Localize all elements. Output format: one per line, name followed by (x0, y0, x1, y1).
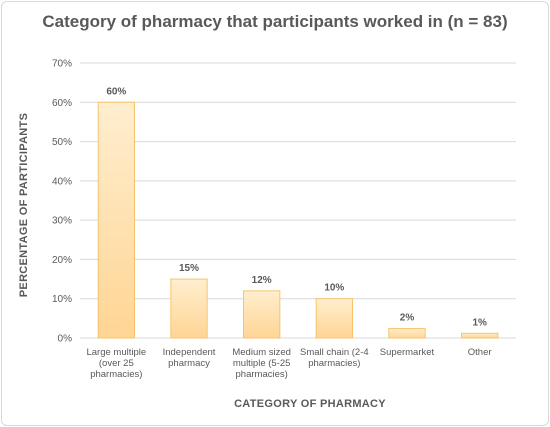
x-tick-label: Small chain (2-4 pharmacies) (300, 347, 369, 369)
y-tick-label: 0% (58, 334, 73, 345)
y-tick-label: 70% (52, 59, 72, 70)
data-label: 1% (472, 317, 487, 328)
data-label: 60% (106, 86, 126, 97)
chart-title: Category of pharmacy that participants w… (42, 12, 508, 31)
y-tick-label: 40% (52, 176, 72, 187)
y-tick-label: 60% (52, 98, 72, 109)
y-tick-label: 30% (52, 216, 72, 227)
x-tick-label: Supermarket (380, 347, 435, 358)
bar (97, 101, 135, 339)
x-axis-label: CATEGORY OF PHARMACY (234, 398, 386, 410)
data-label: 12% (252, 275, 272, 286)
y-tick-label: 50% (52, 137, 72, 148)
x-tick-label: Other (468, 347, 492, 358)
x-tick-label: Independent pharmacy (163, 347, 216, 369)
bar (461, 332, 499, 339)
bar (170, 278, 208, 339)
bar (243, 290, 281, 339)
x-tick-label: Large multiple (over 25 pharmacies) (86, 347, 146, 380)
x-tick-label: Medium sized multiple (5-25 pharmacies) (232, 347, 291, 380)
data-label: 15% (179, 263, 199, 274)
y-tick-label: 20% (52, 255, 72, 266)
data-label: 10% (324, 283, 344, 294)
y-tick-label: 10% (52, 294, 72, 305)
bar (315, 298, 353, 339)
bar (388, 328, 426, 339)
data-label: 2% (400, 313, 415, 324)
